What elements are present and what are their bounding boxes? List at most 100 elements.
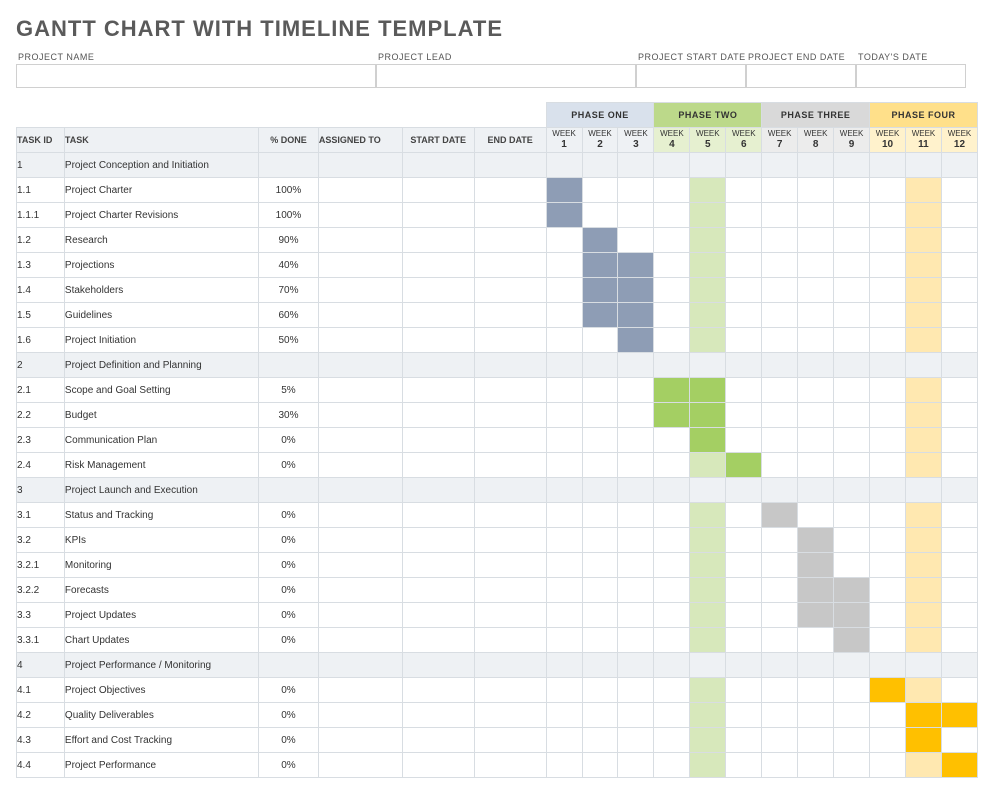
gantt-cell[interactable] xyxy=(906,603,942,628)
gantt-cell[interactable] xyxy=(546,553,582,578)
cell-assigned[interactable] xyxy=(318,278,402,303)
cell-done[interactable]: 50% xyxy=(259,328,319,353)
cell-id[interactable]: 2.3 xyxy=(17,428,65,453)
cell-end[interactable] xyxy=(474,453,546,478)
cell-end[interactable] xyxy=(474,728,546,753)
gantt-cell[interactable] xyxy=(762,428,798,453)
cell-done[interactable] xyxy=(259,353,319,378)
cell-task[interactable]: Status and Tracking xyxy=(64,503,258,528)
gantt-cell[interactable] xyxy=(941,628,977,653)
gantt-cell[interactable] xyxy=(618,503,654,528)
cell-start[interactable] xyxy=(402,453,474,478)
cell-id[interactable]: 2 xyxy=(17,353,65,378)
gantt-cell[interactable] xyxy=(798,578,834,603)
cell-task[interactable]: Forecasts xyxy=(64,578,258,603)
gantt-cell[interactable] xyxy=(582,728,618,753)
gantt-cell[interactable] xyxy=(690,178,726,203)
gantt-cell[interactable] xyxy=(906,253,942,278)
cell-assigned[interactable] xyxy=(318,153,402,178)
gantt-cell[interactable] xyxy=(618,628,654,653)
gantt-cell[interactable] xyxy=(941,728,977,753)
gantt-cell[interactable] xyxy=(870,478,906,503)
gantt-cell[interactable] xyxy=(690,753,726,778)
gantt-cell[interactable] xyxy=(690,528,726,553)
cell-task[interactable]: Project Performance xyxy=(64,753,258,778)
gantt-cell[interactable] xyxy=(618,203,654,228)
gantt-cell[interactable] xyxy=(834,603,870,628)
gantt-cell[interactable] xyxy=(654,153,690,178)
cell-end[interactable] xyxy=(474,703,546,728)
cell-assigned[interactable] xyxy=(318,703,402,728)
gantt-cell[interactable] xyxy=(870,728,906,753)
cell-task[interactable]: Project Charter xyxy=(64,178,258,203)
cell-end[interactable] xyxy=(474,203,546,228)
gantt-cell[interactable] xyxy=(690,353,726,378)
gantt-cell[interactable] xyxy=(834,578,870,603)
gantt-cell[interactable] xyxy=(798,378,834,403)
gantt-cell[interactable] xyxy=(690,253,726,278)
gantt-cell[interactable] xyxy=(870,703,906,728)
gantt-cell[interactable] xyxy=(941,328,977,353)
cell-end[interactable] xyxy=(474,228,546,253)
gantt-cell[interactable] xyxy=(870,603,906,628)
cell-id[interactable]: 2.1 xyxy=(17,378,65,403)
gantt-cell[interactable] xyxy=(798,703,834,728)
gantt-cell[interactable] xyxy=(834,403,870,428)
gantt-cell[interactable] xyxy=(690,453,726,478)
meta-input[interactable] xyxy=(636,64,746,88)
gantt-cell[interactable] xyxy=(941,453,977,478)
gantt-cell[interactable] xyxy=(582,478,618,503)
gantt-cell[interactable] xyxy=(654,303,690,328)
gantt-cell[interactable] xyxy=(906,353,942,378)
gantt-cell[interactable] xyxy=(618,178,654,203)
gantt-cell[interactable] xyxy=(654,653,690,678)
gantt-cell[interactable] xyxy=(762,553,798,578)
gantt-cell[interactable] xyxy=(618,478,654,503)
gantt-cell[interactable] xyxy=(834,703,870,728)
gantt-cell[interactable] xyxy=(798,453,834,478)
gantt-cell[interactable] xyxy=(762,478,798,503)
gantt-cell[interactable] xyxy=(941,178,977,203)
cell-start[interactable] xyxy=(402,403,474,428)
gantt-cell[interactable] xyxy=(654,478,690,503)
cell-assigned[interactable] xyxy=(318,478,402,503)
cell-start[interactable] xyxy=(402,528,474,553)
gantt-cell[interactable] xyxy=(762,403,798,428)
cell-task[interactable]: KPIs xyxy=(64,528,258,553)
gantt-cell[interactable] xyxy=(870,153,906,178)
gantt-cell[interactable] xyxy=(906,678,942,703)
gantt-cell[interactable] xyxy=(618,553,654,578)
gantt-cell[interactable] xyxy=(941,703,977,728)
gantt-cell[interactable] xyxy=(546,353,582,378)
cell-task[interactable]: Scope and Goal Setting xyxy=(64,378,258,403)
gantt-cell[interactable] xyxy=(690,628,726,653)
gantt-cell[interactable] xyxy=(690,403,726,428)
cell-assigned[interactable] xyxy=(318,653,402,678)
gantt-cell[interactable] xyxy=(690,228,726,253)
gantt-cell[interactable] xyxy=(870,553,906,578)
gantt-cell[interactable] xyxy=(906,203,942,228)
cell-assigned[interactable] xyxy=(318,603,402,628)
gantt-cell[interactable] xyxy=(546,303,582,328)
gantt-cell[interactable] xyxy=(618,253,654,278)
gantt-cell[interactable] xyxy=(870,578,906,603)
cell-id[interactable]: 4.1 xyxy=(17,678,65,703)
cell-end[interactable] xyxy=(474,253,546,278)
gantt-cell[interactable] xyxy=(546,228,582,253)
gantt-cell[interactable] xyxy=(582,203,618,228)
cell-id[interactable]: 1.6 xyxy=(17,328,65,353)
cell-assigned[interactable] xyxy=(318,253,402,278)
gantt-cell[interactable] xyxy=(582,178,618,203)
cell-assigned[interactable] xyxy=(318,203,402,228)
gantt-cell[interactable] xyxy=(582,353,618,378)
gantt-cell[interactable] xyxy=(618,678,654,703)
gantt-cell[interactable] xyxy=(798,528,834,553)
gantt-cell[interactable] xyxy=(906,553,942,578)
cell-assigned[interactable] xyxy=(318,378,402,403)
cell-start[interactable] xyxy=(402,378,474,403)
cell-assigned[interactable] xyxy=(318,678,402,703)
cell-task[interactable]: Project Performance / Monitoring xyxy=(64,653,258,678)
gantt-cell[interactable] xyxy=(762,378,798,403)
cell-assigned[interactable] xyxy=(318,753,402,778)
gantt-cell[interactable] xyxy=(546,428,582,453)
